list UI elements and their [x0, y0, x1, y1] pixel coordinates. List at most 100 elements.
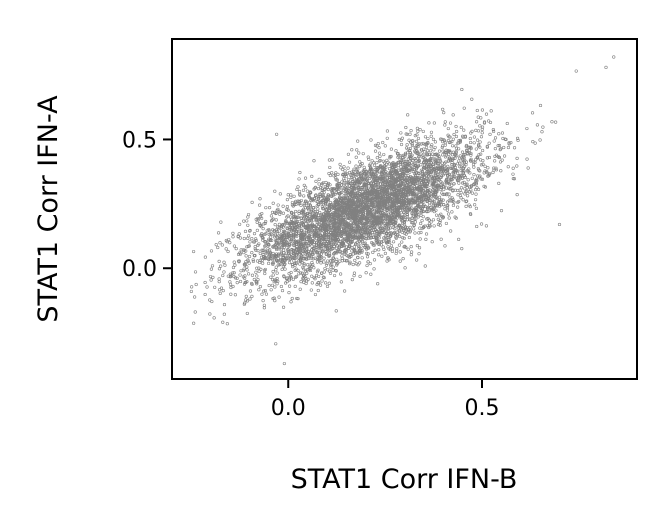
data-point	[404, 169, 409, 173]
data-point	[313, 215, 317, 219]
data-point	[270, 210, 275, 214]
data-point	[351, 234, 355, 238]
data-point	[459, 125, 463, 129]
data-point	[446, 159, 451, 163]
data-point	[238, 251, 242, 255]
data-point	[323, 233, 327, 237]
data-point	[391, 161, 395, 165]
data-point	[459, 173, 463, 177]
data-point	[348, 181, 352, 185]
data-point	[258, 251, 262, 256]
data-point	[357, 227, 361, 231]
data-point	[368, 262, 372, 266]
data-point	[473, 203, 477, 207]
data-point	[387, 185, 392, 189]
data-point	[306, 220, 310, 224]
data-point	[470, 176, 474, 180]
data-point	[393, 164, 397, 169]
data-point	[493, 159, 497, 163]
data-point	[321, 206, 325, 211]
data-point	[369, 206, 373, 210]
data-point	[216, 231, 221, 235]
data-point	[305, 271, 309, 275]
data-point	[446, 139, 451, 143]
data-point	[244, 294, 248, 298]
data-point	[347, 206, 351, 210]
data-point	[344, 259, 348, 263]
data-point	[402, 157, 406, 162]
data-point	[271, 217, 275, 221]
data-point	[541, 125, 545, 129]
data-point	[284, 220, 288, 224]
data-point	[295, 296, 299, 301]
data-point	[320, 279, 324, 283]
data-point	[334, 242, 338, 246]
data-point	[312, 206, 316, 210]
data-point	[385, 158, 389, 162]
data-point	[398, 250, 402, 254]
data-point	[260, 292, 264, 296]
data-point	[304, 247, 308, 251]
data-point	[336, 220, 340, 224]
data-point	[447, 192, 451, 196]
data-point	[557, 222, 562, 227]
data-point	[225, 240, 229, 244]
data-point	[208, 298, 212, 302]
data-point	[337, 190, 341, 194]
data-point	[400, 203, 404, 207]
data-point	[333, 217, 337, 222]
data-point	[267, 243, 271, 247]
data-point	[368, 227, 372, 231]
data-point	[371, 173, 376, 177]
data-point	[332, 273, 337, 278]
data-point	[323, 266, 327, 271]
data-point	[361, 227, 365, 232]
data-point	[375, 195, 380, 199]
data-point	[340, 180, 344, 184]
data-point	[364, 247, 369, 251]
data-point	[344, 248, 348, 252]
data-point	[268, 251, 273, 255]
data-point	[342, 183, 346, 187]
data-point	[443, 139, 447, 143]
data-point	[383, 227, 388, 231]
data-point	[350, 227, 354, 231]
data-point	[411, 193, 415, 197]
data-point	[392, 173, 396, 177]
data-point	[345, 213, 350, 217]
data-point	[357, 245, 361, 249]
data-point	[284, 257, 289, 261]
data-point	[375, 217, 379, 221]
data-point	[273, 189, 277, 193]
data-point	[331, 230, 335, 234]
data-point	[392, 231, 396, 235]
data-point	[308, 212, 312, 216]
data-point	[389, 175, 394, 179]
data-point	[350, 240, 354, 244]
data-point	[320, 205, 325, 209]
data-point	[287, 261, 292, 265]
data-point	[260, 212, 264, 216]
data-point	[242, 219, 246, 223]
data-point	[291, 254, 295, 258]
data-point	[299, 256, 303, 260]
data-point	[320, 181, 324, 186]
data-point	[502, 154, 507, 158]
data-point	[253, 247, 257, 251]
data-point	[251, 240, 256, 244]
data-point	[335, 233, 339, 238]
data-point	[361, 152, 365, 156]
data-point	[474, 147, 478, 151]
data-point	[334, 309, 338, 313]
data-point	[497, 155, 501, 159]
data-point	[426, 194, 430, 198]
data-point	[382, 236, 386, 240]
data-point	[421, 209, 425, 214]
data-point	[321, 275, 325, 279]
data-point	[388, 234, 392, 238]
data-point	[414, 206, 418, 210]
data-point	[414, 167, 418, 171]
data-point	[574, 69, 578, 73]
data-point	[417, 181, 421, 186]
data-point	[302, 215, 307, 219]
